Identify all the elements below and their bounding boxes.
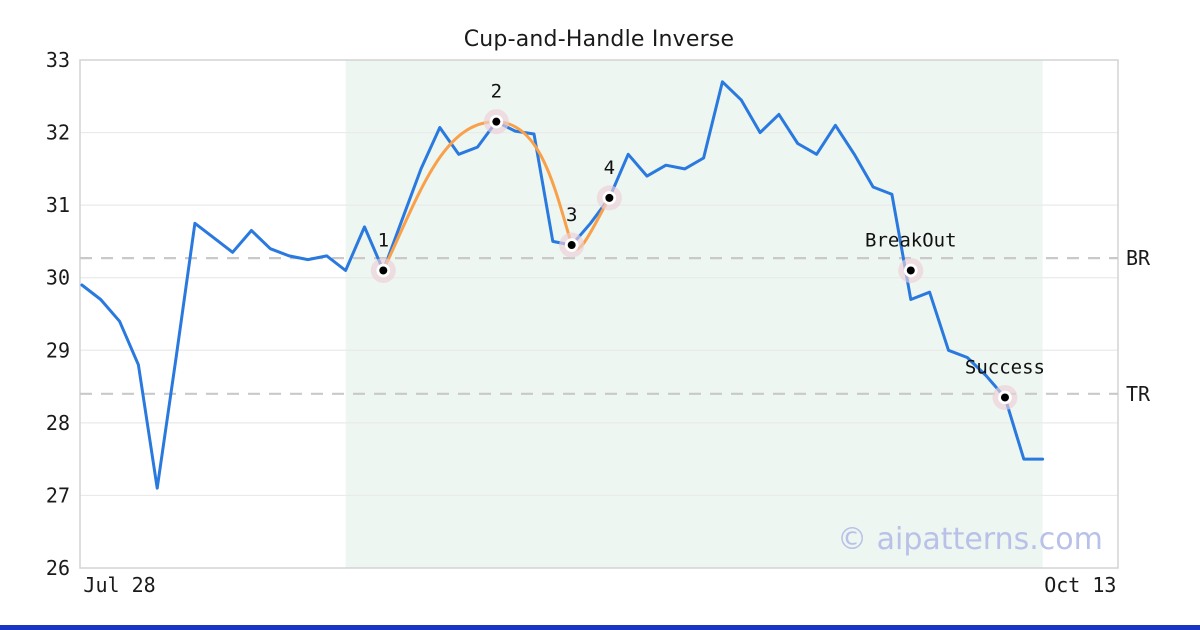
x-tick-label: Oct 13	[1044, 573, 1116, 597]
x-tick-label: Jul 28	[83, 573, 155, 597]
y-tick-label: 30	[46, 266, 70, 290]
marker-dot	[605, 193, 614, 202]
frame-rect	[79, 59, 1119, 569]
chart-title: Cup-and-Handle Inverse	[463, 27, 735, 52]
y-tick-label: 31	[46, 193, 70, 217]
y-tick-label: 33	[46, 48, 70, 72]
y-tick-label: 27	[46, 483, 70, 507]
marker-label-success: Success	[965, 356, 1045, 378]
marker-label-3: 3	[566, 204, 577, 226]
breakout-target-level-lines	[80, 257, 1118, 395]
level-label-br: BR	[1126, 246, 1151, 270]
y-tick-label: 28	[46, 411, 70, 435]
marker-dot	[379, 266, 388, 275]
y-tick-label: 29	[46, 338, 70, 362]
marker-label-1: 1	[378, 229, 389, 251]
y-tick-label: 26	[46, 556, 70, 580]
marker-dot	[567, 241, 576, 250]
plot-frame	[79, 59, 1119, 569]
marker-dot	[492, 117, 501, 126]
pattern-shade-region	[345, 60, 1043, 568]
gridlines	[80, 131, 1118, 497]
pattern-point-markers	[370, 109, 1018, 410]
marker-dot	[906, 266, 915, 275]
marker-label-4: 4	[604, 157, 615, 179]
marker-annotations: 1 2 3 4 BreakOut Success	[378, 81, 1045, 379]
marker-label-breakout: BreakOut	[865, 229, 957, 251]
watermark: © aipatterns.com	[837, 522, 1103, 557]
marker-dot	[1000, 393, 1009, 402]
y-tick-label: 32	[46, 121, 70, 145]
marker-label-2: 2	[491, 81, 502, 103]
footer-accent-bar	[0, 625, 1200, 630]
level-label-tr: TR	[1126, 382, 1151, 406]
pattern-window-rect	[345, 60, 1043, 568]
